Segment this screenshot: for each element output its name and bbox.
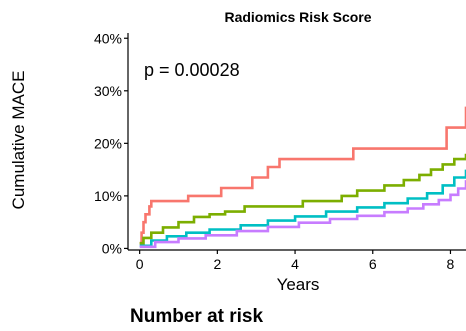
y-axis-label: Cumulative MACE: [9, 71, 28, 210]
x-tick-label: 2: [213, 256, 221, 272]
chart-title: Radiomics Risk Score: [224, 9, 371, 25]
y-tick-label: 20%: [94, 135, 122, 151]
x-axis-label: Years: [277, 275, 320, 294]
y-tick-label: 30%: [94, 83, 122, 99]
series-line-green: [139, 153, 466, 245]
series-line-purple: [139, 180, 466, 249]
x-tick-label: 4: [291, 256, 299, 272]
series-layer: [139, 106, 466, 249]
x-tick-label: 8: [447, 256, 455, 272]
risk-table-title: Number at risk: [130, 306, 264, 327]
axes: 0% 10% 20% 30% 40% 0 2 4 6 8: [94, 30, 466, 272]
x-tick-label: 0: [136, 256, 144, 272]
y-tick-label: 10%: [94, 188, 122, 204]
y-tick-label: 0%: [102, 240, 122, 256]
p-value-annotation: p = 0.00028: [144, 60, 240, 80]
y-tick-label: 40%: [94, 30, 122, 46]
series-line-cyan: [139, 169, 466, 248]
series-line-red: [139, 106, 466, 245]
x-tick-label: 6: [369, 256, 377, 272]
